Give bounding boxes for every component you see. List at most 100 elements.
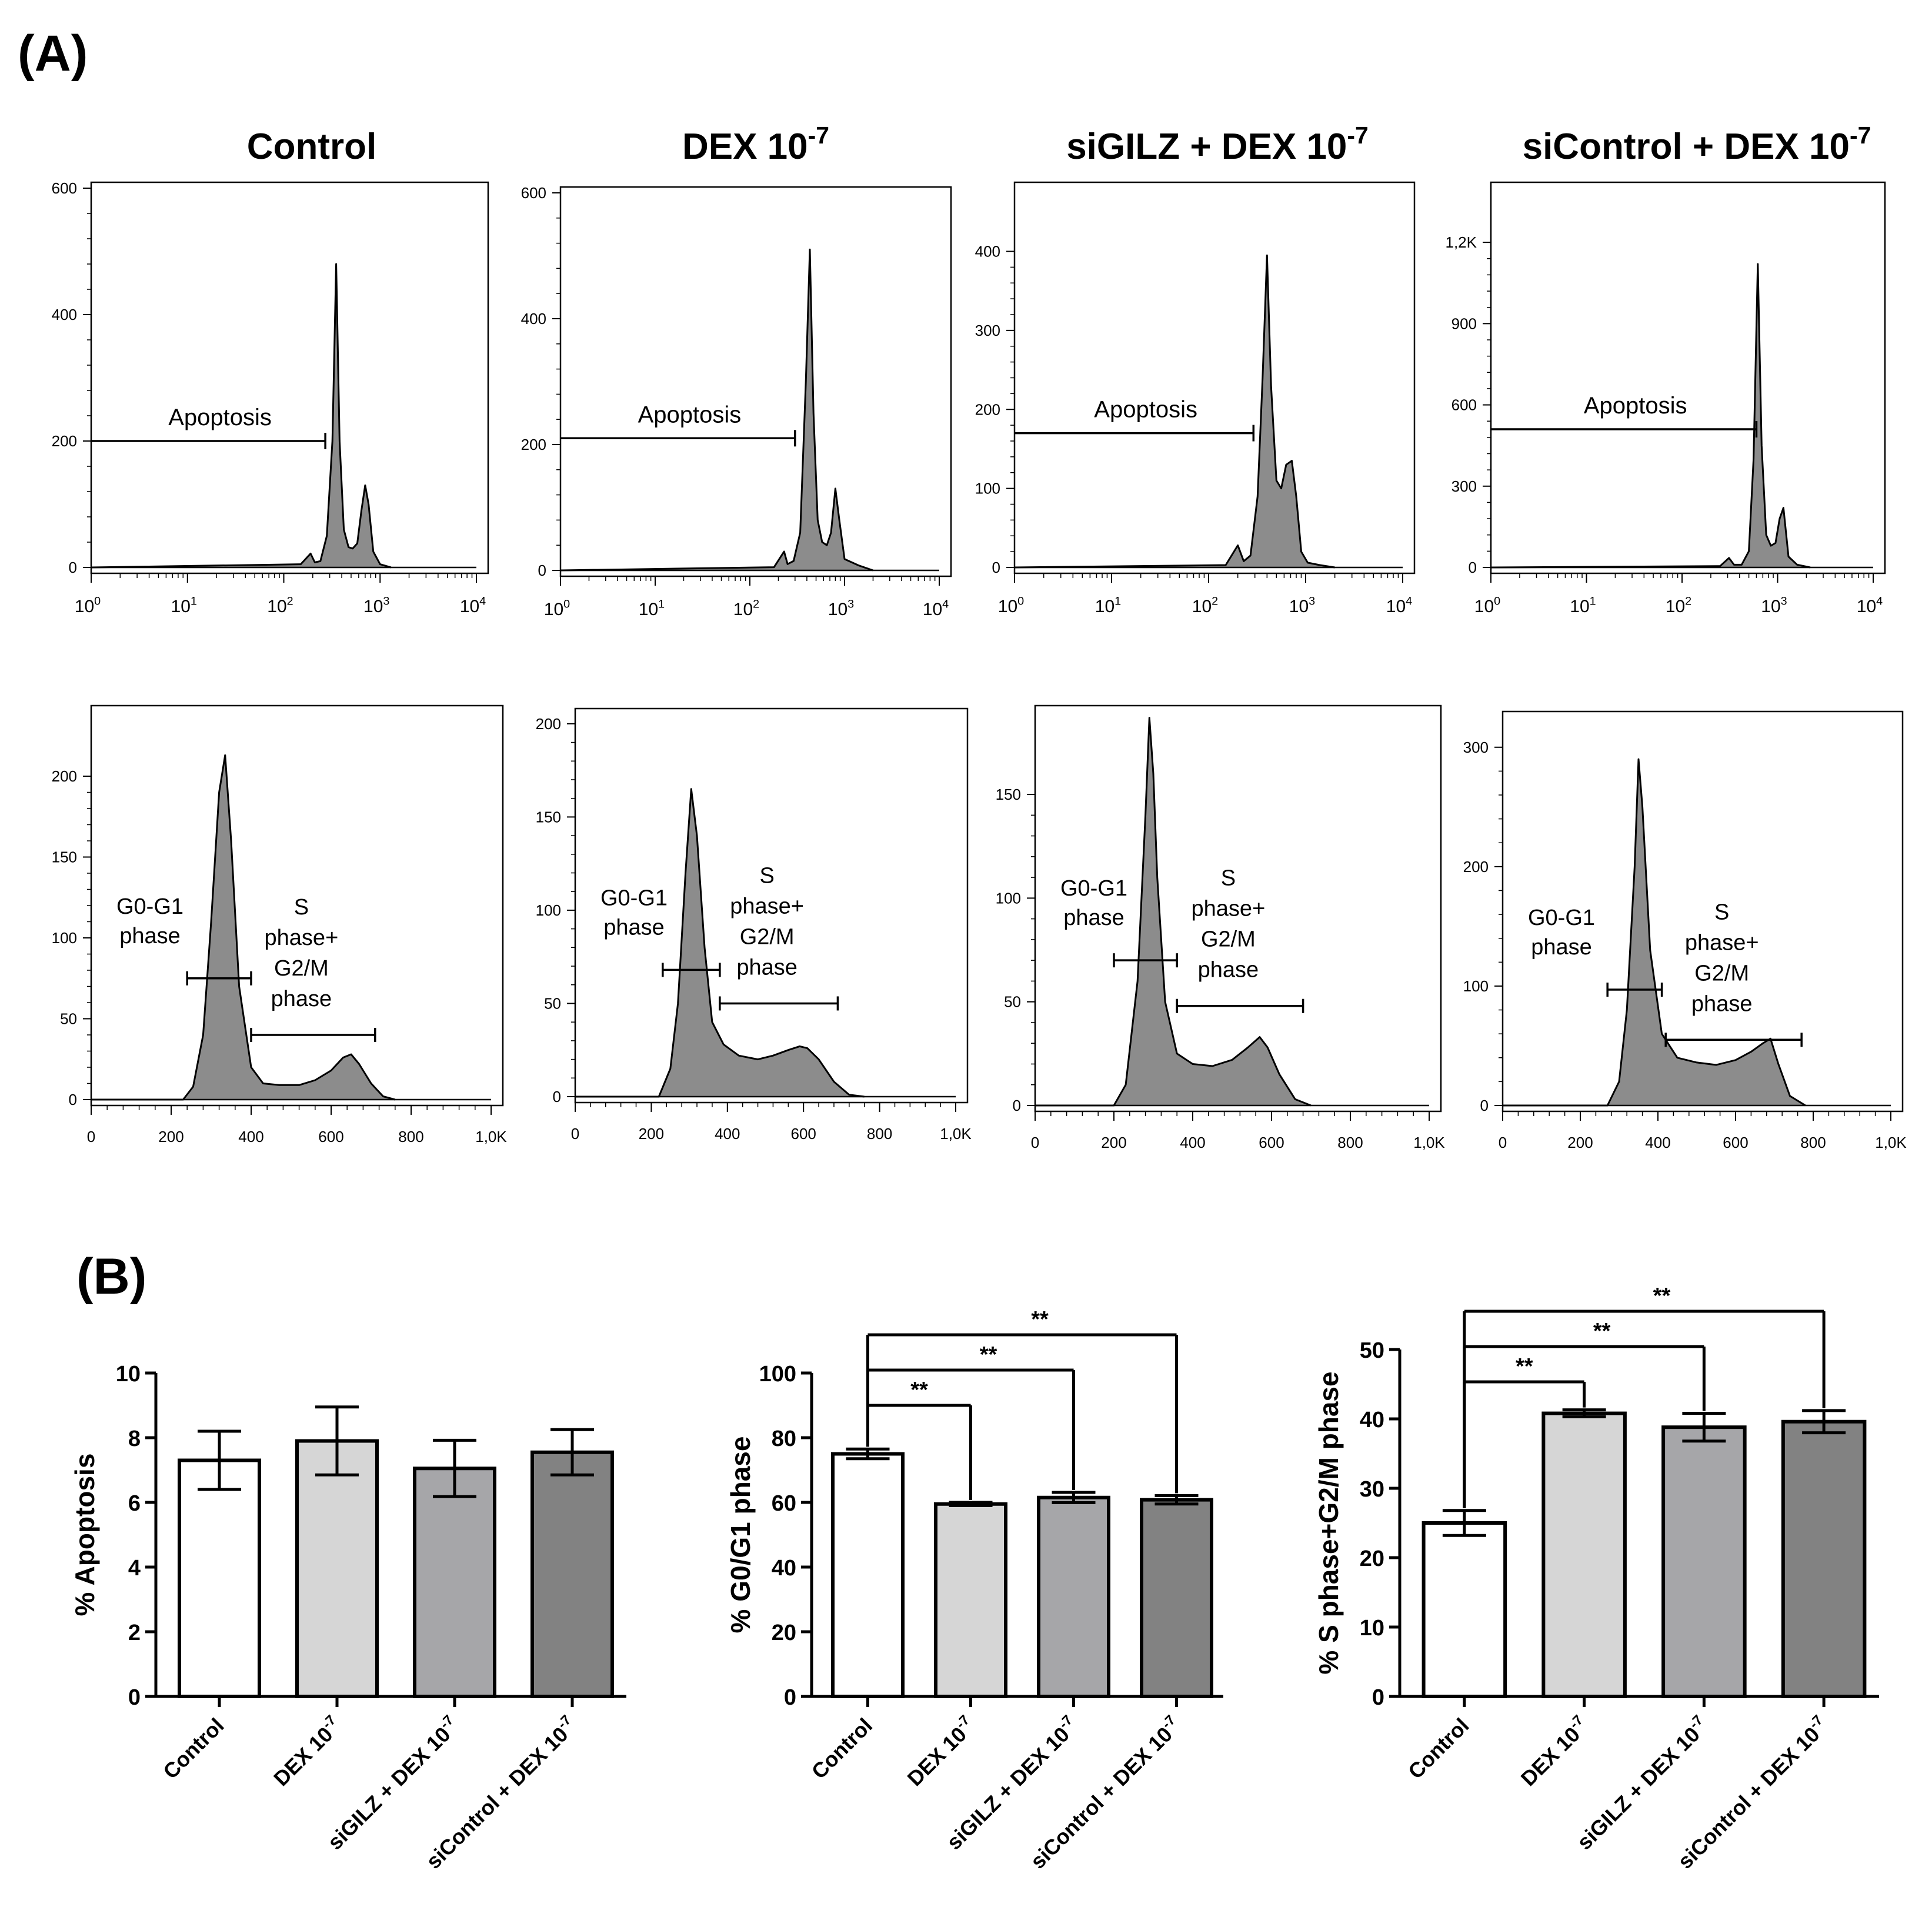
y-tick-label: 0	[1372, 1685, 1384, 1710]
apoptosis-plot-2-x-tick-label: 101	[639, 597, 665, 619]
apoptosis-plot-1-frame	[90, 181, 489, 574]
cell-cycle-plot-1-y-tick-label: 100	[52, 929, 77, 947]
cell-cycle-plot-2-y-tick-label: 100	[536, 901, 561, 919]
apoptosis-plot-2-x-tick-label: 103	[828, 597, 854, 619]
cell-cycle-plot-2-y-tick-label: 50	[544, 994, 561, 1012]
apoptosis-plot-2-x-tick-label: 104	[923, 597, 949, 619]
cell-cycle-plot-1-x-tick-label: 1,0K	[475, 1128, 507, 1145]
apoptosis-plot-1-x-tick-label-base: 10	[171, 597, 191, 616]
bar-2	[295, 1439, 379, 1698]
s-g2m-label-line3: G2/M	[740, 924, 795, 949]
cell-cycle-plot-1-x-tick-label: 200	[158, 1128, 183, 1145]
cell-cycle-plot-1-histogram-fill	[91, 755, 395, 1100]
g0g1-label-line1: G0-G1	[1060, 876, 1127, 901]
s-g2m-label-line3: G2/M	[1201, 927, 1256, 952]
bar-1	[178, 1458, 261, 1698]
cell-cycle-plot-3-histogram-line	[1035, 717, 1312, 1107]
cell-cycle-plot-4-x-tick-label: 1,0K	[1875, 1134, 1907, 1151]
y-tick-label: 60	[772, 1491, 796, 1516]
apoptosis-plot-2-histogram-fill	[560, 249, 873, 570]
bar-1	[1422, 1521, 1507, 1698]
panel-a-label: (A)	[18, 25, 88, 82]
y-tick-label: 10	[1360, 1616, 1384, 1641]
significance-mark: **	[1031, 1307, 1049, 1332]
column-title-2: DEX 10-7	[682, 122, 829, 167]
apoptosis-plot-1-x-tick-label-base: 10	[75, 597, 94, 616]
cell-cycle-plot-3-x-tick-label: 800	[1337, 1134, 1363, 1151]
y-tick-label: 0	[784, 1685, 796, 1710]
cell-cycle-plot-3-x-tick-label: 400	[1180, 1134, 1205, 1151]
apoptosis-plot-4-y-tick-label: 0	[1469, 559, 1477, 576]
apoptosis-plot-3-x-tick-label: 102	[1192, 594, 1218, 616]
bar-1	[831, 1452, 905, 1698]
apoptosis-plot-3-x-tick-label: 101	[1095, 594, 1121, 616]
g0g1-label-line1: G0-G1	[116, 894, 183, 919]
cell-cycle-plot-4-histogram-line	[1503, 758, 1806, 1107]
bar-4	[1140, 1498, 1213, 1699]
y-axis-title: % S phase+G2/M phase	[1313, 1371, 1344, 1674]
apoptosis-plot-4-histogram-fill	[1491, 264, 1811, 567]
significance-mark: **	[910, 1378, 928, 1402]
apoptosis-plot-1-x-tick-label-superscript: 3	[383, 594, 389, 607]
apoptosis-plot-1-y-tick-label: 400	[52, 306, 77, 323]
apoptosis-plot-4-x-tick-label-base: 10	[1857, 597, 1876, 616]
apoptosis-plot-3-x-tick-label: 104	[1386, 594, 1412, 616]
cell-cycle-plot-3-y-tick-label: 150	[996, 786, 1021, 803]
y-tick-label: 8	[128, 1427, 141, 1451]
apoptosis-plot-1-histogram-fill	[91, 264, 391, 567]
apoptosis-plot-3-x-tick-label: 100	[998, 594, 1024, 616]
y-tick-label: 30	[1360, 1477, 1384, 1502]
apoptosis-plot-4-x-tick-label-superscript: 2	[1685, 594, 1691, 607]
apoptosis-plot-3-x-tick-label-superscript: 0	[1017, 594, 1024, 607]
apoptosis-plot-2-frame	[559, 186, 952, 577]
y-tick-label: 40	[1360, 1408, 1384, 1432]
apoptosis-plot-3-x-tick-label-base: 10	[998, 597, 1017, 616]
apoptosis-plot-2-x-tick-label-base: 10	[544, 600, 563, 619]
apoptosis-plot-3-x-tick-label-superscript: 1	[1115, 594, 1121, 607]
cell-cycle-plot-2-y-tick-label: 200	[536, 715, 561, 733]
apoptosis-plot-1-x-tick-label: 103	[363, 594, 389, 616]
g0g1-label-line2: phase	[603, 915, 665, 940]
y-tick-label: 50	[1360, 1338, 1384, 1363]
cell-cycle-plot-2-x-tick-label: 800	[867, 1125, 892, 1143]
s-g2m-label-line4: phase	[1691, 991, 1753, 1016]
apoptosis-plot-2-x-tick-label: 102	[733, 597, 759, 619]
apoptosis-plot-2-x-tick-label-superscript: 0	[563, 597, 570, 610]
cell-cycle-plot-2-x-tick-label: 200	[639, 1125, 664, 1143]
apoptosis-gate-label: Apoptosis	[1584, 393, 1687, 419]
apoptosis-plot-4-x-tick-label-superscript: 1	[1590, 594, 1596, 607]
apoptosis-gate-label: Apoptosis	[168, 405, 272, 430]
cell-cycle-plot-3-frame	[1034, 704, 1442, 1113]
cell-cycle-histogram-4: 0 100 200 300 0 200 400 600 800 1,0K G0-G1 phase Sph…	[1463, 710, 1907, 1151]
g0g1-label-line1: G0-G1	[600, 886, 668, 910]
apoptosis-plot-3-x-tick-label-base: 10	[1386, 597, 1406, 616]
apoptosis-plot-2-x-tick-label-superscript: 3	[847, 597, 854, 610]
apoptosis-plot-1-y-tick-label: 0	[69, 559, 77, 576]
cell-cycle-plot-1-x-tick-label: 600	[318, 1128, 343, 1145]
apoptosis-plot-2-x-tick-label-superscript: 2	[753, 597, 759, 610]
panel-a-histograms: Control DEX 10-7 siGILZ + DEX 10-7 siContro…	[52, 122, 1907, 1151]
apoptosis-plot-1-y-tick-label: 200	[52, 432, 77, 450]
column-title-2-superscript: -7	[808, 122, 829, 149]
apoptosis-plot-3-y-tick-label: 400	[975, 243, 1000, 260]
column-title-3: siGILZ + DEX 10-7	[1066, 122, 1369, 167]
s-g2m-label-line2: phase+	[730, 894, 804, 918]
apoptosis-plot-2-y-tick-label: 600	[521, 184, 546, 202]
y-tick-label: 40	[772, 1556, 796, 1581]
cell-cycle-plot-2-x-tick-label: 600	[791, 1125, 816, 1143]
apoptosis-plot-2-x-tick-label-superscript: 1	[658, 597, 665, 610]
apoptosis-plot-4-y-tick-label: 300	[1451, 477, 1477, 495]
bar-4	[1781, 1419, 1867, 1698]
apoptosis-plot-2-x-tick-label-superscript: 4	[942, 597, 949, 610]
cell-cycle-histogram-3: 0 50 100 150 0 200 400 600 800 1,0K G0-G1 phase Spha…	[996, 704, 1445, 1151]
cell-cycle-plot-2-y-tick-label: 0	[553, 1088, 561, 1105]
apoptosis-plot-1-x-tick-label: 101	[171, 594, 197, 616]
s-g2m-label-line1: S	[1714, 900, 1729, 924]
apoptosis-plot-1-x-tick-label-superscript: 1	[191, 594, 197, 607]
s-g2m-label-line2: phase+	[1192, 897, 1266, 921]
apoptosis-gate-label: Apoptosis	[638, 402, 742, 427]
